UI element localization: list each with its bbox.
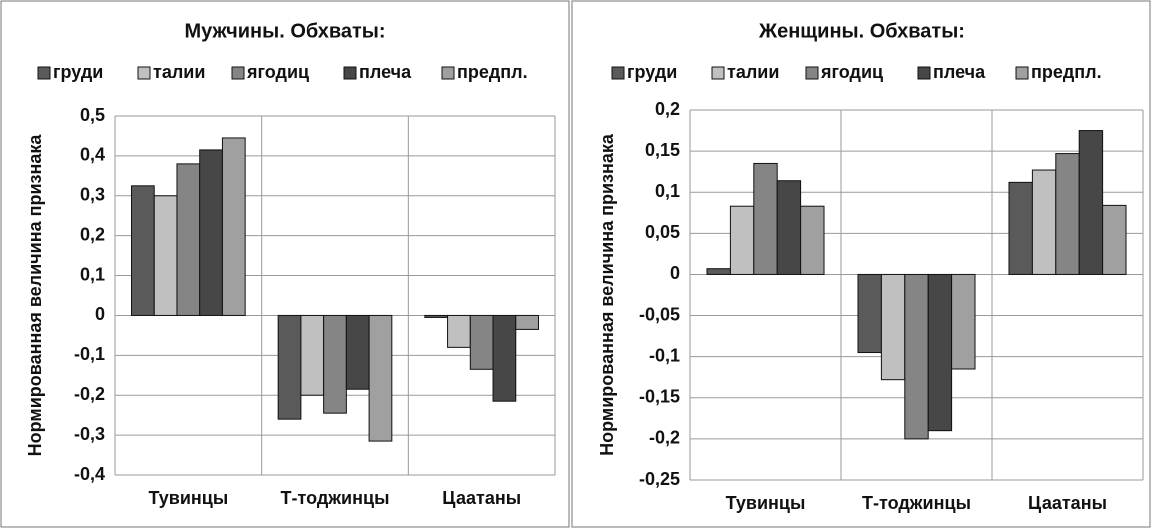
- legend-label: груди: [53, 62, 103, 82]
- bar: [300, 314, 325, 396]
- y-tick-label: -0,25: [639, 469, 680, 489]
- y-tick-label: 0,5: [80, 105, 105, 125]
- bar: [1078, 130, 1104, 275]
- bar: [1102, 204, 1127, 275]
- legend-label: ягодиц: [246, 62, 309, 82]
- legend-swatch: [805, 66, 819, 80]
- y-tick-label: 0,3: [80, 185, 105, 205]
- y-tick-label: 0,1: [655, 181, 680, 201]
- y-tick-label: 0,15: [645, 140, 680, 160]
- y-tick-label: -0,05: [639, 304, 680, 324]
- bar: [199, 149, 223, 316]
- legend-swatch: [611, 66, 625, 80]
- legend-swatch: [711, 66, 725, 80]
- bar: [469, 314, 494, 370]
- bar: [776, 180, 802, 275]
- bar: [1008, 181, 1033, 275]
- legend-label: плеча: [933, 62, 986, 82]
- x-tick-label: Т-тоджинцы: [281, 488, 390, 508]
- bar: [323, 314, 347, 414]
- bar: [880, 273, 906, 381]
- y-tick-label: -0,15: [639, 387, 680, 407]
- bar: [515, 314, 539, 330]
- bar: [1055, 153, 1080, 275]
- legend-label: талии: [153, 62, 205, 82]
- bar: [131, 185, 155, 316]
- y-axis-label: Нормированная величина признака: [597, 133, 617, 456]
- bar: [277, 314, 302, 420]
- bar: [176, 163, 201, 316]
- y-tick-label: -0,4: [74, 464, 105, 484]
- y-tick-label: 0,2: [655, 99, 680, 119]
- legend-swatch: [441, 66, 455, 80]
- y-tick-label: -0,1: [74, 344, 105, 364]
- y-tick-label: -0,1: [649, 345, 680, 365]
- legend-swatch: [917, 66, 931, 80]
- legend-label: талии: [727, 62, 779, 82]
- bar: [800, 205, 825, 275]
- legend-label: предпл.: [1031, 62, 1102, 82]
- x-tick-label: Тувинцы: [726, 493, 806, 513]
- bar: [368, 314, 393, 442]
- y-tick-label: -0,2: [649, 428, 680, 448]
- bar: [729, 205, 755, 275]
- legend-label: плеча: [359, 62, 412, 82]
- legend-label: предпл.: [457, 62, 528, 82]
- legend-swatch: [137, 66, 151, 80]
- x-tick-label: Т-тоджинцы: [862, 493, 971, 513]
- bar: [1031, 169, 1057, 275]
- legend-label: ягодиц: [820, 62, 883, 82]
- panel-border: [0, 0, 570, 528]
- bar: [221, 137, 246, 316]
- y-axis-label: Нормированная величина признака: [25, 134, 45, 457]
- bar: [706, 268, 731, 275]
- y-tick-label: 0: [95, 304, 105, 324]
- legend-swatch: [343, 66, 357, 80]
- chart-title: Мужчины. Обхваты:: [184, 20, 385, 42]
- bar: [904, 273, 929, 440]
- y-tick-label: 0,4: [80, 145, 105, 165]
- y-tick-label: 0,2: [80, 224, 105, 244]
- x-tick-label: Цаатаны: [1028, 493, 1107, 513]
- bar: [153, 195, 178, 316]
- panel-border: [571, 0, 1151, 528]
- x-tick-label: Тувинцы: [148, 488, 228, 508]
- bar: [447, 314, 471, 348]
- chart-title: Женщины. Обхваты:: [758, 20, 965, 42]
- bar: [857, 273, 882, 354]
- bar: [492, 314, 517, 402]
- bar: [753, 162, 778, 275]
- y-tick-label: 0,05: [645, 222, 680, 242]
- legend-label: груди: [627, 62, 677, 82]
- y-tick-label: -0,2: [74, 384, 105, 404]
- bar: [927, 273, 953, 432]
- y-tick-label: 0: [670, 263, 680, 283]
- bar: [424, 314, 449, 318]
- bar: [951, 273, 976, 370]
- legend-swatch: [37, 66, 51, 80]
- x-tick-label: Цаатаны: [442, 488, 521, 508]
- y-tick-label: 0,1: [80, 264, 105, 284]
- legend-swatch: [231, 66, 245, 80]
- legend-swatch: [1015, 66, 1029, 80]
- y-tick-label: -0,3: [74, 424, 105, 444]
- bar: [345, 314, 370, 390]
